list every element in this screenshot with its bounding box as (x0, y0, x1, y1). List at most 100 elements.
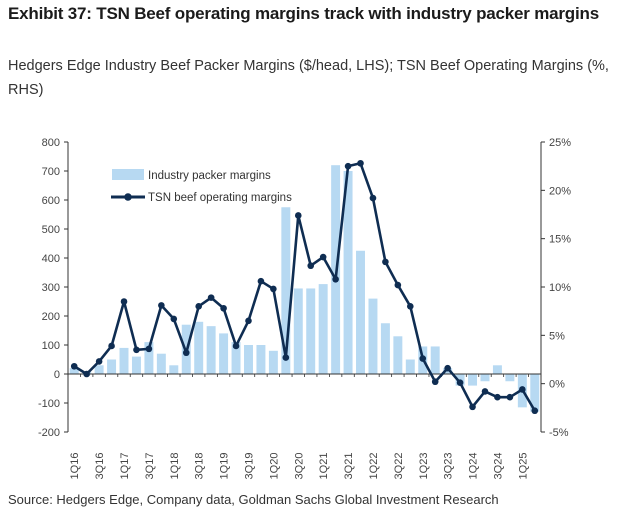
left-tick-label: 800 (42, 137, 60, 149)
bar-3Q19 (244, 345, 253, 374)
right-tick-label: 15% (549, 234, 571, 246)
point-3Q18 (195, 303, 202, 310)
bar-3Q22 (393, 336, 403, 374)
point-3Q19 (245, 317, 252, 325)
right-tick-label: 25% (549, 137, 571, 149)
bar-4Q21 (356, 250, 365, 374)
x-tick-label: 3Q16 (94, 453, 106, 480)
point-3Q21 (344, 162, 352, 170)
bar-4Q22 (405, 359, 415, 374)
x-tick-label: 3Q19 (243, 453, 255, 480)
right-tick-label: 0% (549, 379, 565, 391)
point-1Q21 (319, 253, 327, 261)
bar-1Q21 (318, 284, 328, 374)
bar-3Q17 (144, 342, 154, 374)
x-tick-label: 3Q24 (492, 453, 504, 480)
point-4Q24 (506, 393, 514, 401)
left-tick-label: 600 (42, 195, 60, 207)
bar-4Q16 (107, 359, 117, 374)
left-tick-label: 700 (42, 166, 60, 178)
point-2Q23 (431, 378, 439, 386)
left-tick-label: 200 (42, 311, 60, 323)
bar-3Q24 (492, 365, 502, 374)
left-tick-label: -200 (38, 427, 60, 439)
bar-3Q20 (293, 288, 303, 374)
point-3Q16 (95, 358, 103, 365)
bar-4Q19 (256, 345, 266, 374)
point-2Q24 (481, 388, 489, 395)
bar-4Q18 (206, 326, 216, 374)
point-3Q17 (145, 345, 153, 353)
legend-swatch-marker (124, 193, 132, 201)
bar-1Q20 (268, 350, 278, 374)
bar-1Q19 (219, 333, 229, 374)
bar-1Q17 (119, 347, 129, 374)
x-tick-label: 1Q24 (468, 453, 480, 480)
bar-4Q24 (505, 374, 515, 382)
x-tick-label: 3Q21 (343, 453, 355, 480)
left-tick-label: 500 (42, 224, 60, 236)
bar-2Q20 (281, 207, 291, 374)
point-1Q25 (519, 386, 526, 393)
x-tick-label: 1Q18 (169, 453, 181, 480)
x-tick-label: 3Q18 (194, 453, 206, 480)
point-1Q17 (120, 298, 128, 305)
bar-4Q20 (306, 288, 316, 374)
x-tick-label: 1Q21 (318, 453, 330, 480)
right-tick-label: -5% (549, 427, 569, 439)
x-tick-label: 1Q20 (268, 453, 280, 480)
point-4Q21 (357, 159, 364, 167)
bar-3Q21 (343, 171, 353, 374)
point-4Q18 (207, 294, 215, 301)
chart-title: Hedgers Edge Industry Beef Packer Margin… (8, 58, 609, 98)
point-4Q20 (307, 262, 315, 270)
bar-2Q17 (131, 356, 141, 374)
bar-2Q19 (231, 342, 241, 374)
right-tick-label: 10% (549, 282, 571, 294)
legend-label-line: TSN beef operating margins (148, 192, 292, 204)
left-tick-label: 0 (54, 369, 60, 381)
point-4Q19 (257, 277, 265, 285)
point-2Q25 (531, 407, 539, 415)
point-3Q22 (394, 281, 402, 289)
exhibit-title: Exhibit 37: TSN Beef operating margins t… (8, 4, 599, 23)
point-1Q18 (170, 315, 178, 323)
x-tick-label: 3Q22 (393, 453, 405, 480)
point-4Q22 (407, 303, 414, 310)
x-tick-label: 1Q22 (368, 453, 380, 480)
point-4Q16 (108, 342, 115, 350)
point-2Q18 (182, 349, 190, 357)
x-tick-label: 3Q20 (293, 453, 305, 480)
point-3Q23 (444, 364, 451, 372)
point-2Q19 (232, 342, 240, 350)
point-3Q20 (294, 212, 302, 219)
point-3Q24 (494, 393, 501, 401)
x-tick-label: 3Q17 (144, 453, 156, 480)
point-2Q20 (282, 354, 290, 361)
bar-1Q18 (169, 365, 179, 374)
right-tick-label: 5% (549, 330, 565, 342)
x-tick-label: 1Q19 (219, 453, 231, 480)
point-1Q22 (369, 194, 377, 202)
line-series (70, 159, 539, 415)
x-tick-label: 1Q25 (517, 453, 529, 480)
source-note: Source: Hedgers Edge, Company data, Gold… (8, 492, 499, 507)
bar-1Q16 (69, 368, 79, 374)
bar-2Q22 (380, 323, 390, 374)
left-tick-label: 400 (42, 253, 60, 265)
point-2Q22 (382, 258, 389, 266)
point-4Q17 (158, 302, 165, 309)
bar-1Q24 (468, 374, 478, 386)
point-1Q20 (270, 285, 277, 293)
left-tick-label: 300 (42, 282, 60, 294)
legend-swatch-bars (112, 169, 144, 180)
point-2Q17 (133, 346, 140, 354)
bar-1Q22 (368, 298, 378, 374)
x-tick-label: 3Q23 (443, 453, 455, 480)
bar-3Q18 (194, 321, 204, 374)
left-tick-label: -100 (38, 398, 60, 410)
right-tick-label: 20% (549, 185, 571, 197)
point-1Q23 (419, 355, 427, 362)
legend: Industry packer margins TSN beef operati… (111, 169, 292, 204)
